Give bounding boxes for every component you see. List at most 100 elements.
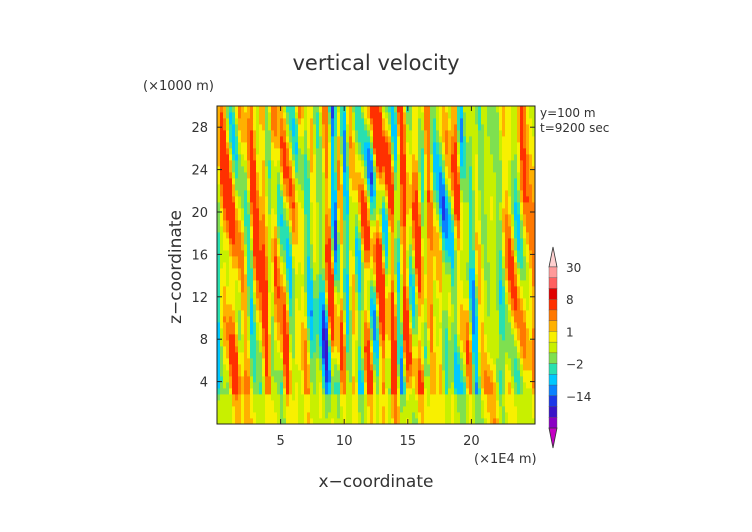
heatmap-cell xyxy=(271,190,275,197)
heatmap-cell xyxy=(445,184,449,191)
heatmap-cell xyxy=(223,304,227,311)
heatmap-cell xyxy=(313,406,317,413)
heatmap-cell xyxy=(529,406,533,413)
heatmap-cell xyxy=(322,268,326,275)
heatmap-cell xyxy=(481,394,485,401)
heatmap-cell xyxy=(382,178,386,185)
heatmap-cell xyxy=(448,220,452,227)
heatmap-cell xyxy=(286,292,290,299)
heatmap-cell xyxy=(511,364,515,371)
heatmap-cell xyxy=(307,340,311,347)
heatmap-cell xyxy=(358,274,362,281)
heatmap-cell xyxy=(298,214,302,221)
heatmap-cell xyxy=(478,142,482,149)
heatmap-cell xyxy=(460,208,464,215)
heatmap-cell xyxy=(325,160,329,167)
heatmap-cell xyxy=(313,376,317,383)
heatmap-cell xyxy=(391,250,395,257)
heatmap-cell xyxy=(334,202,338,209)
heatmap-cell xyxy=(484,178,488,185)
heatmap-cell xyxy=(283,340,287,347)
heatmap-cell xyxy=(331,370,335,377)
heatmap-cell xyxy=(262,418,266,424)
heatmap-cell xyxy=(319,172,323,179)
heatmap-cell xyxy=(280,226,284,233)
heatmap-cell xyxy=(376,148,380,155)
heatmap-cell xyxy=(322,322,326,329)
heatmap-cell xyxy=(217,232,221,239)
heatmap-cell xyxy=(289,262,293,269)
heatmap-cell xyxy=(370,256,374,263)
heatmap-cell xyxy=(307,334,311,341)
heatmap-cell xyxy=(523,166,527,173)
heatmap-cell xyxy=(352,220,356,227)
heatmap-cell xyxy=(445,346,449,353)
heatmap-cell xyxy=(385,358,389,365)
heatmap-cell xyxy=(517,274,521,281)
heatmap-cell xyxy=(274,256,278,263)
heatmap-cell xyxy=(241,256,245,263)
heatmap-cell xyxy=(517,196,521,203)
heatmap-cell xyxy=(361,358,365,365)
heatmap-cell xyxy=(352,280,356,287)
heatmap-cell xyxy=(259,184,263,191)
heatmap-cell xyxy=(244,370,248,377)
heatmap-cell xyxy=(373,382,377,389)
heatmap-cell xyxy=(379,214,383,221)
heatmap-cell xyxy=(475,166,479,173)
heatmap-cell xyxy=(358,214,362,221)
heatmap-cell xyxy=(313,364,317,371)
heatmap-cell xyxy=(529,322,533,329)
heatmap-cell xyxy=(403,322,407,329)
heatmap-cell xyxy=(271,232,275,239)
heatmap-cell xyxy=(406,178,410,185)
heatmap-cell xyxy=(403,232,407,239)
heatmap-cell xyxy=(478,418,482,424)
heatmap-cell xyxy=(505,406,509,413)
heatmap-cell xyxy=(436,352,440,359)
heatmap-cell xyxy=(406,310,410,317)
heatmap-cell xyxy=(514,154,518,161)
heatmap-cell xyxy=(259,328,263,335)
heatmap-cell xyxy=(307,196,311,203)
heatmap-cell xyxy=(235,226,239,233)
heatmap-cell xyxy=(457,154,461,161)
heatmap-cell xyxy=(478,352,482,359)
heatmap-cell xyxy=(361,334,365,341)
heatmap-cell xyxy=(292,400,296,407)
heatmap-cell xyxy=(514,244,518,251)
heatmap-cell xyxy=(481,268,485,275)
heatmap-cell xyxy=(415,196,419,203)
heatmap-cell xyxy=(223,226,227,233)
heatmap-cell xyxy=(505,322,509,329)
heatmap-cell xyxy=(295,220,299,227)
heatmap-cell xyxy=(247,334,251,341)
heatmap-cell xyxy=(433,418,437,424)
heatmap-cell xyxy=(496,202,500,209)
heatmap-cell xyxy=(238,328,242,335)
heatmap-cell xyxy=(301,256,305,263)
heatmap-cell xyxy=(253,328,257,335)
heatmap-cell xyxy=(262,226,266,233)
heatmap-cell xyxy=(457,184,461,191)
heatmap-cell xyxy=(310,196,314,203)
heatmap-cell xyxy=(523,298,527,305)
heatmap-cell xyxy=(244,346,248,353)
heatmap-cell xyxy=(277,388,281,395)
heatmap-cell xyxy=(433,280,437,287)
heatmap-cell xyxy=(478,196,482,203)
heatmap-cell xyxy=(463,190,467,197)
heatmap-cell xyxy=(310,286,314,293)
heatmap-cell xyxy=(505,154,509,161)
heatmap-cell xyxy=(496,256,500,263)
heatmap-cell xyxy=(301,304,305,311)
heatmap-cell xyxy=(382,220,386,227)
heatmap-cell xyxy=(436,238,440,245)
heatmap-cell xyxy=(385,214,389,221)
heatmap-cell xyxy=(334,352,338,359)
heatmap-cell xyxy=(406,190,410,197)
heatmap-cell xyxy=(520,316,524,323)
heatmap-cell xyxy=(331,382,335,389)
heatmap-cell xyxy=(412,220,416,227)
heatmap-cell xyxy=(307,208,311,215)
